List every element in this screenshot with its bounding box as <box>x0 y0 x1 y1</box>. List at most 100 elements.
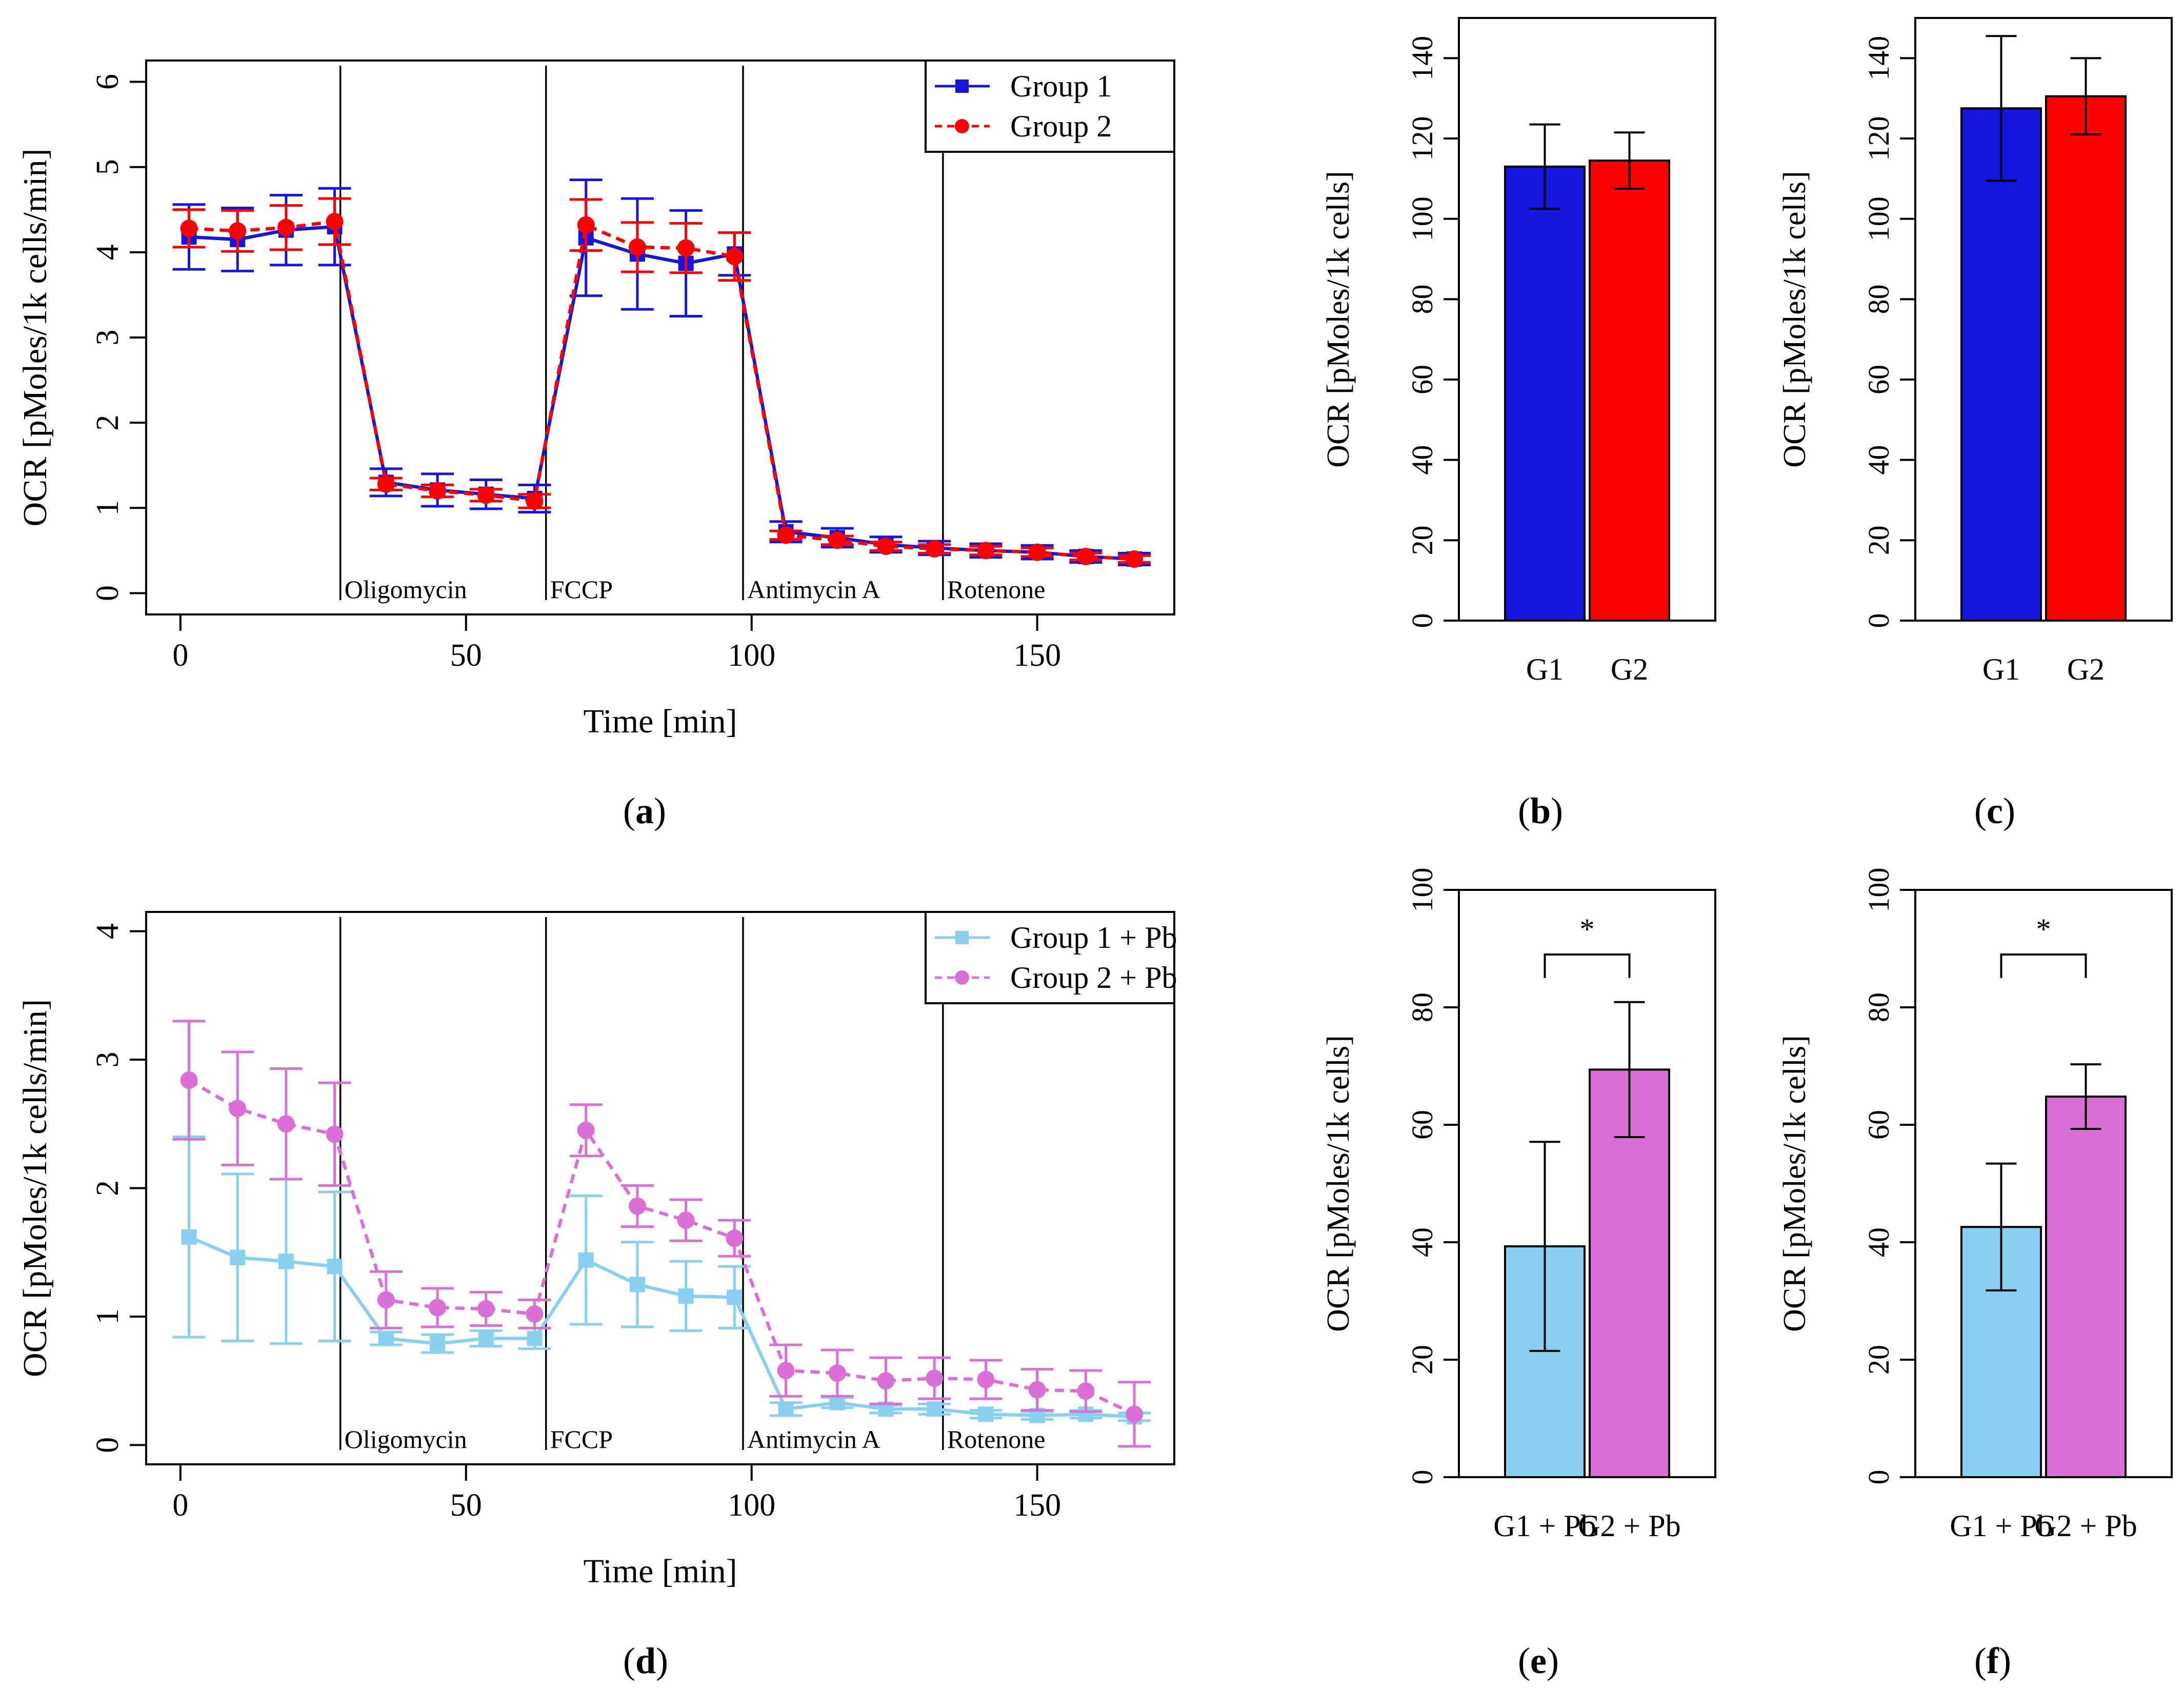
y-tick-label: 2 <box>90 415 125 431</box>
caption-paren-close: ) <box>1551 790 1563 831</box>
significance-bracket <box>2000 953 2087 978</box>
y-tick-label: 80 <box>1406 992 1439 1022</box>
injection-label: Rotenone <box>947 1425 1046 1454</box>
panel-f-bars: 0 20 40 60 80 100 OCR [pMoles/1k cells] G1 + Pb… <box>1777 868 2173 1543</box>
data-point <box>430 1336 446 1351</box>
panel-caption-f: (f) <box>1974 1640 2011 1681</box>
data-point <box>926 540 944 558</box>
series-line <box>188 1079 1135 1416</box>
bar <box>1504 165 1586 622</box>
panel-caption-e: (e) <box>1518 1640 1559 1681</box>
data-point <box>577 216 595 234</box>
series-line <box>188 1235 1135 1419</box>
data-point <box>828 531 846 549</box>
data-point <box>180 220 198 237</box>
significance-marker: * <box>2036 912 2051 946</box>
data-point <box>877 538 895 555</box>
y-tick-label: 0 <box>90 1437 125 1453</box>
legend-label: Group 1 + Pb <box>1010 921 1177 955</box>
plot-frame <box>1914 889 2173 1478</box>
y-tick-label: 4 <box>90 244 125 260</box>
panel-caption-d: (d) <box>623 1640 668 1681</box>
series-2 <box>172 197 1151 568</box>
legend-box <box>925 911 1175 1004</box>
data-point <box>778 1401 794 1417</box>
data-point <box>277 218 295 236</box>
data-point <box>677 239 695 257</box>
series-line <box>189 220 1135 561</box>
data-point <box>327 1259 343 1275</box>
data-point <box>977 1370 995 1388</box>
data-point <box>628 238 646 256</box>
y-axis-label: OCR [pMoles/1k cells] <box>1321 171 1356 468</box>
data-point <box>477 486 495 504</box>
x-tick-label: 100 <box>728 1488 775 1523</box>
x-axis-label: Time [min] <box>583 1553 737 1590</box>
y-tick-label: 100 <box>1406 196 1439 241</box>
y-tick-label: 60 <box>1862 365 1895 394</box>
data-point <box>1077 1382 1095 1400</box>
data-point <box>678 1288 694 1304</box>
x-tick-label: 0 <box>172 1488 188 1523</box>
y-tick-label: 80 <box>1862 992 1895 1022</box>
data-point <box>978 1406 994 1422</box>
data-point <box>726 248 744 266</box>
caption-letter: b <box>1530 790 1551 831</box>
series-1 <box>172 178 1151 567</box>
x-tick-label: G1 + Pb <box>1950 1509 2053 1543</box>
data-point <box>278 1254 294 1269</box>
y-tick-label: 3 <box>90 1052 125 1068</box>
y-axis-label: OCR [pMoles/1k cells] <box>1321 1035 1356 1332</box>
y-tick-label: 120 <box>1406 116 1439 161</box>
caption-paren-close: ) <box>1547 1640 1559 1681</box>
data-point <box>677 1211 695 1229</box>
data-point <box>777 1362 795 1380</box>
y-tick-label: 4 <box>90 923 125 939</box>
data-point <box>877 1372 895 1390</box>
caption-paren-open: ( <box>1518 1640 1530 1681</box>
data-point <box>628 1197 646 1215</box>
legend-label: Group 1 <box>1010 69 1112 103</box>
x-tick-label: G1 <box>1526 652 1564 686</box>
caption-letter: c <box>1987 790 2003 831</box>
y-tick-label: 40 <box>1862 1227 1895 1257</box>
data-point <box>1028 543 1046 561</box>
significance-bracket <box>1544 953 1631 978</box>
data-point <box>477 1300 495 1318</box>
series-line <box>189 225 1135 561</box>
injection-label: FCCP <box>550 575 613 604</box>
y-tick-label: 80 <box>1862 284 1895 314</box>
data-point <box>429 1299 447 1317</box>
y-tick-label: 20 <box>1406 1345 1439 1375</box>
y-tick-label: 60 <box>1406 1110 1439 1140</box>
y-tick-label: 60 <box>1406 365 1439 394</box>
panel-caption-b: (b) <box>1518 790 1563 831</box>
data-point <box>777 526 795 544</box>
data-point <box>230 1249 246 1265</box>
bar <box>2045 1096 2127 1479</box>
panel-d-timecourse: 0 50 100 150 0 1 2 3 4 Time [min] OCR [pMoles/1k c… <box>16 911 1177 1590</box>
caption-letter: e <box>1530 1640 1547 1681</box>
y-tick-label: 1 <box>90 1308 125 1324</box>
y-tick-label: 0 <box>1862 1470 1895 1485</box>
y-tick-label: 100 <box>1406 868 1439 912</box>
plot-frame <box>1458 889 1716 1478</box>
legend: Group 1 Group 2 <box>925 59 1175 153</box>
legend: Group 1 + Pb Group 2 + Pb <box>925 911 1177 1004</box>
y-tick-label: 20 <box>1862 1345 1895 1375</box>
y-axis-label: OCR [pMoles/1k cells] <box>1777 171 1812 468</box>
injection-label: Oligomycin <box>345 575 467 604</box>
y-tick-label: 1 <box>90 500 125 516</box>
y-tick-label: 40 <box>1862 445 1895 475</box>
data-point <box>1126 1405 1144 1423</box>
data-point <box>277 1115 295 1133</box>
data-point <box>1126 550 1144 568</box>
bar <box>2045 95 2127 622</box>
injection-label: Oligomycin <box>345 1425 467 1454</box>
data-point <box>927 1401 943 1417</box>
x-axis-label: Time [min] <box>583 703 737 740</box>
x-tick-label: 0 <box>172 638 188 673</box>
x-tick-label: G1 <box>1982 652 2020 686</box>
caption-paren-open: ( <box>1974 790 1987 831</box>
